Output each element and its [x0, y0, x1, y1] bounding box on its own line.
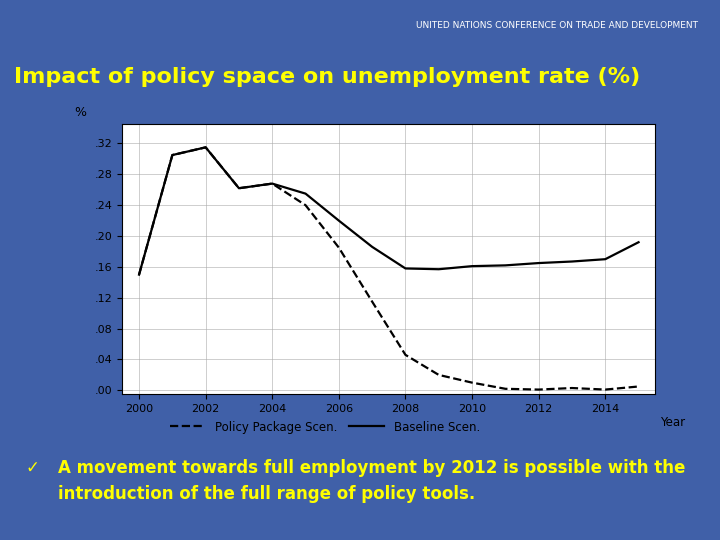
Text: Year: Year: [660, 416, 685, 429]
Policy Package Scen.: [235, 185, 243, 192]
Policy Package Scen.: [168, 152, 176, 158]
Text: A movement towards full employment by 2012 is possible with the
introduction of : A movement towards full employment by 20…: [58, 459, 685, 503]
Baseline Scen.: [401, 265, 410, 272]
Policy Package Scen.: [135, 272, 143, 278]
Line: Policy Package Scen.: Policy Package Scen.: [139, 147, 639, 389]
Policy Package Scen.: [268, 180, 276, 187]
Policy Package Scen.: [401, 352, 410, 358]
Baseline Scen.: [168, 152, 176, 158]
Policy Package Scen.: [468, 380, 477, 386]
Baseline Scen.: [468, 263, 477, 269]
Baseline Scen.: [567, 258, 576, 265]
Baseline Scen.: [601, 256, 610, 262]
Baseline Scen.: [434, 266, 443, 273]
Baseline Scen.: [235, 185, 243, 192]
Policy Package Scen.: [634, 383, 643, 390]
Policy Package Scen.: [434, 372, 443, 378]
Text: UNITED NATIONS CONFERENCE ON TRADE AND DEVELOPMENT: UNITED NATIONS CONFERENCE ON TRADE AND D…: [416, 21, 698, 30]
Policy Package Scen.: [601, 386, 610, 393]
Baseline Scen.: [301, 191, 310, 197]
Baseline Scen.: [135, 272, 143, 278]
Legend: Policy Package Scen., Baseline Scen.: Policy Package Scen., Baseline Scen.: [165, 416, 485, 438]
Policy Package Scen.: [301, 202, 310, 208]
Baseline Scen.: [368, 244, 377, 250]
Policy Package Scen.: [567, 385, 576, 392]
Text: %: %: [74, 106, 86, 119]
Baseline Scen.: [202, 144, 210, 151]
Policy Package Scen.: [368, 299, 377, 305]
Text: Impact of policy space on unemployment rate (%): Impact of policy space on unemployment r…: [14, 67, 641, 87]
Policy Package Scen.: [534, 386, 543, 393]
Text: ✓: ✓: [25, 459, 39, 477]
Policy Package Scen.: [202, 144, 210, 151]
Policy Package Scen.: [501, 386, 510, 392]
Baseline Scen.: [501, 262, 510, 268]
Baseline Scen.: [335, 218, 343, 224]
Baseline Scen.: [268, 180, 276, 187]
Baseline Scen.: [634, 239, 643, 246]
Baseline Scen.: [534, 260, 543, 266]
Policy Package Scen.: [335, 245, 343, 251]
Line: Baseline Scen.: Baseline Scen.: [139, 147, 639, 275]
